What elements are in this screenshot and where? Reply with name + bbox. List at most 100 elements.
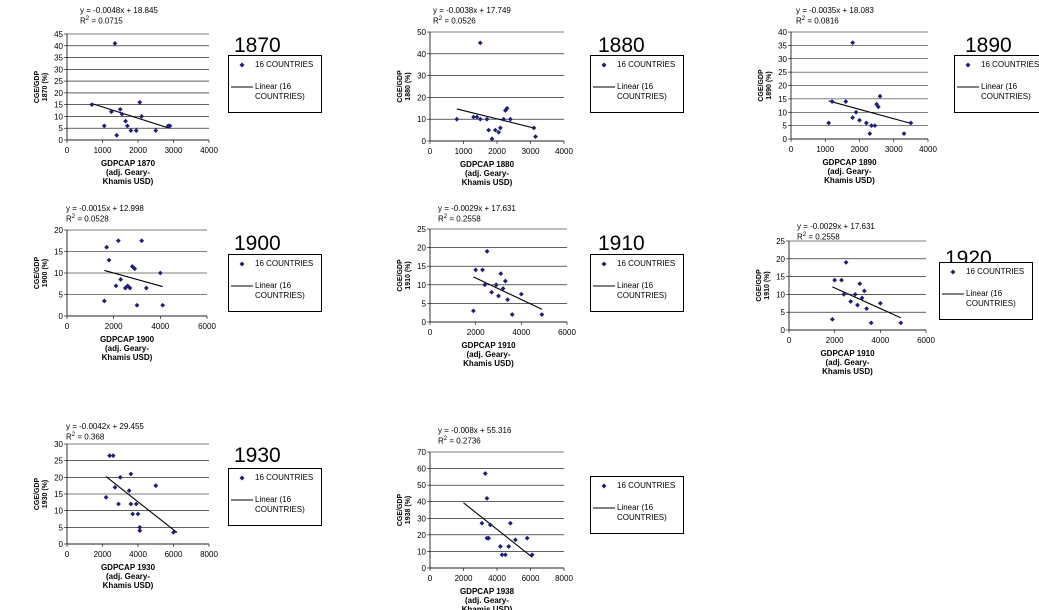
diamond-marker-icon-svg — [601, 483, 607, 489]
data-point — [137, 524, 143, 530]
trend-line — [832, 286, 902, 319]
legend-item-trend: Linear (16 COUNTRIES) — [591, 82, 683, 102]
y-tick-label: 50 — [417, 481, 426, 490]
y-tick-label: 20 — [778, 82, 787, 91]
data-point — [153, 483, 159, 489]
x-tick-label: 3000 — [522, 147, 540, 156]
data-point — [841, 292, 847, 297]
y-tick-label: 25 — [778, 68, 787, 77]
trend-equation: y = -0.0035x + 18.083 — [796, 6, 874, 15]
data-point — [839, 277, 844, 283]
y-tick-label: 10 — [54, 507, 63, 516]
diamond-marker-icon-svg — [239, 62, 245, 68]
trend-line-icon — [229, 82, 255, 92]
y-axis-title: 1930 (%) — [42, 480, 49, 508]
data-point — [165, 123, 171, 129]
trend-equation: y = -0.0038x + 17.749 — [433, 6, 511, 15]
x-axis-title: (adj. Geary- — [827, 167, 871, 176]
trend-line-icon — [591, 503, 617, 513]
data-point — [473, 267, 479, 273]
data-point — [498, 271, 504, 277]
y-tick-label: 5 — [59, 523, 64, 532]
y-tick-label: 70 — [417, 448, 426, 457]
trend-line — [828, 100, 912, 124]
r-squared-prefix: R — [433, 16, 439, 26]
data-point — [489, 289, 495, 295]
legend-item-trend: Linear (16 COUNTRIES) — [591, 503, 683, 523]
data-point — [539, 312, 545, 317]
x-axis-title: GDPCAP 1900 — [100, 335, 155, 344]
year-label: 1910 — [598, 232, 645, 255]
data-point — [137, 528, 143, 534]
diamond-marker-icon — [229, 60, 255, 70]
data-point — [114, 132, 120, 138]
data-point — [877, 300, 883, 306]
y-axis-title: 1938 (%) — [405, 496, 412, 524]
x-axis-title: GDPCAP 1910 — [461, 341, 516, 350]
x-axis-title: (adj. Geary- — [466, 350, 510, 359]
y-tick-label: 0 — [59, 540, 64, 549]
data-point — [126, 488, 132, 494]
trend-line-icon — [940, 289, 966, 299]
y-tick-label: 40 — [778, 28, 787, 37]
data-point — [128, 128, 134, 133]
trend-equation: y = -0.0029x + 17.631 — [438, 204, 516, 213]
y-tick-label: 10 — [54, 112, 63, 121]
data-point — [868, 320, 874, 326]
x-tick-label: 2000 — [488, 147, 506, 156]
y-tick-label: 20 — [776, 255, 785, 264]
data-point — [484, 496, 490, 501]
data-point — [480, 267, 485, 273]
y-tick-label: 5 — [59, 124, 64, 133]
x-tick-label: 2000 — [826, 336, 844, 345]
y-tick-label: 30 — [417, 514, 426, 523]
data-point — [113, 283, 119, 289]
chart-legend: 16 COUNTRIES Linear (16 COUNTRIES) — [228, 468, 322, 526]
x-tick-label: 8000 — [555, 574, 573, 583]
x-axis-title: Khamis USD) — [462, 605, 513, 610]
r-squared: R2 = 0.0528 — [66, 214, 109, 224]
x-tick-label: 6000 — [522, 574, 540, 583]
y-tick-label: 5 — [422, 299, 427, 308]
chart-legend: 16 COUNTRIES Linear (16 COUNTRIES) — [228, 254, 322, 312]
data-point — [133, 128, 139, 133]
y-axis-title: CGE/GDP — [34, 257, 41, 290]
y-tick-label: 15 — [54, 490, 63, 499]
diamond-marker-icon — [955, 60, 981, 70]
r-squared-exponent: 2 — [71, 214, 76, 220]
data-point — [477, 40, 483, 46]
y-tick-label: 60 — [417, 465, 426, 474]
y-axis-title: 1870 (%) — [42, 73, 49, 101]
r-squared-prefix: R — [797, 232, 803, 242]
data-point — [137, 99, 143, 105]
data-point — [877, 93, 883, 99]
data-point — [484, 248, 490, 254]
data-point — [108, 109, 114, 115]
r-squared-value: = 0.368 — [75, 432, 105, 442]
x-axis-title: Khamis USD) — [463, 359, 514, 368]
y-tick-label: 45 — [54, 30, 63, 39]
data-point — [101, 298, 107, 304]
legend-item-trend: Linear (16 COUNTRIES) — [229, 495, 321, 515]
data-point — [471, 114, 476, 120]
diamond-marker-icon-svg — [950, 269, 956, 275]
diamond-marker-icon — [229, 473, 255, 483]
data-point — [499, 552, 505, 558]
y-tick-label: 5 — [59, 291, 64, 300]
legend-series-label: 16 COUNTRIES — [255, 473, 314, 482]
chart-legend: 16 COUNTRIES Linear (16 COUNTRIES) — [590, 476, 684, 534]
y-tick-label: 0 — [783, 135, 788, 144]
x-axis-title: (adj. Geary- — [105, 344, 149, 353]
data-point — [857, 281, 863, 287]
y-tick-label: 25 — [54, 457, 63, 466]
data-point — [505, 297, 511, 303]
year-label: 1900 — [234, 232, 281, 255]
y-tick-label: 0 — [781, 326, 786, 335]
r-squared-prefix: R — [438, 436, 444, 446]
trend-line-icon — [229, 281, 255, 291]
x-tick-label: 0 — [65, 550, 70, 559]
trend-line — [456, 108, 536, 129]
data-point — [859, 295, 865, 301]
